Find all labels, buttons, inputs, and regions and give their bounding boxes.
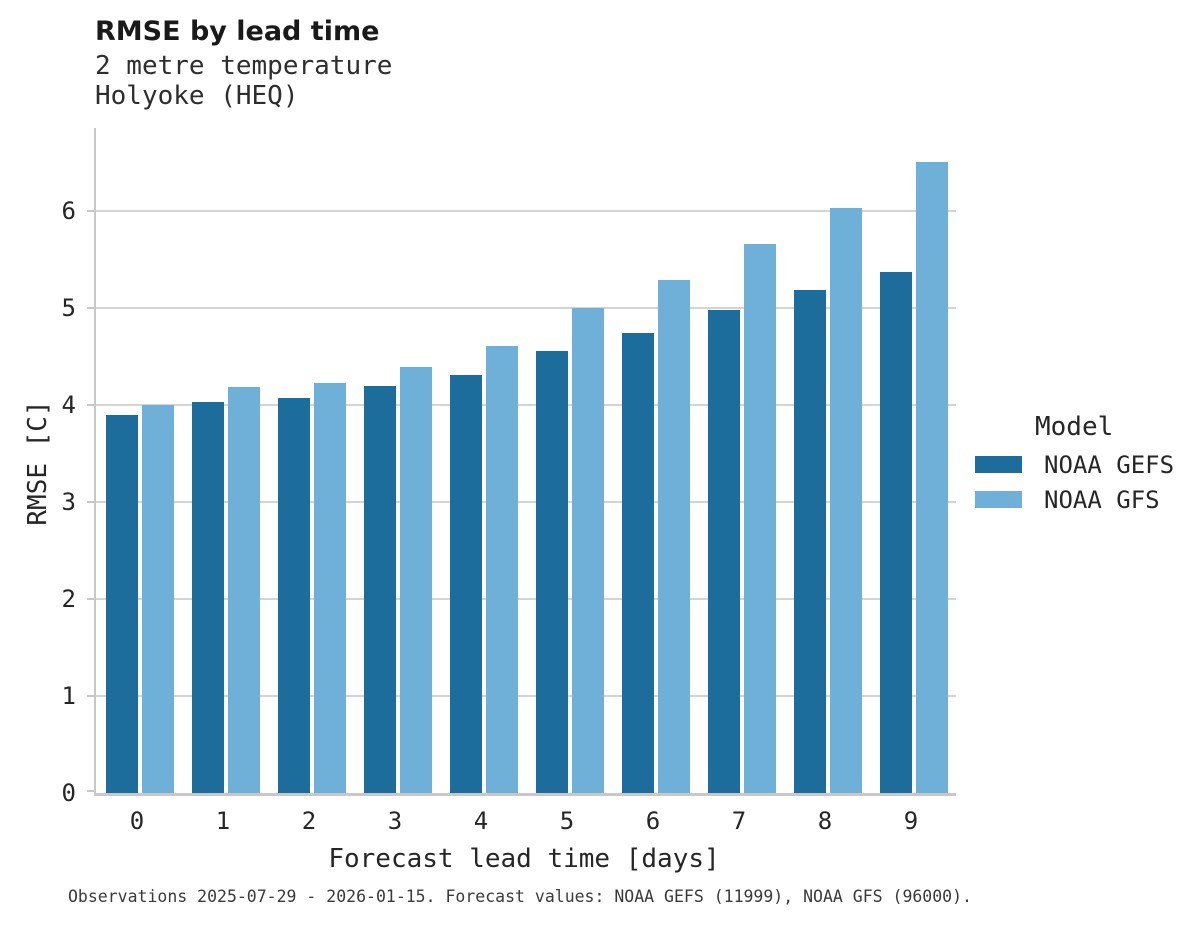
y-tick-label: 5 <box>61 293 76 322</box>
bar-noaa-gfs <box>142 404 174 793</box>
bar-noaa-gfs <box>744 243 776 793</box>
y-tick-label: 3 <box>61 487 76 516</box>
gridline <box>96 500 956 503</box>
x-tick-label: 0 <box>129 807 145 835</box>
plot-area <box>87 128 956 796</box>
x-tick-label: 7 <box>731 807 747 835</box>
bar-noaa-gfs <box>658 280 690 793</box>
legend-swatch <box>975 491 1022 508</box>
page-title: RMSE by lead time <box>95 16 380 47</box>
legend-title: Model <box>1035 412 1114 442</box>
y-tick-label: 6 <box>61 196 76 225</box>
legend-swatch <box>975 456 1022 473</box>
gridline <box>96 403 956 406</box>
bar-noaa-gefs <box>794 290 826 793</box>
legend-item: NOAA GFS <box>975 482 1174 517</box>
bar-noaa-gfs <box>314 383 346 793</box>
chart-subtitle-station: Holyoke (HEQ) <box>95 81 299 111</box>
y-tick-mark <box>87 209 94 212</box>
bar-noaa-gefs <box>192 401 224 793</box>
bar-noaa-gfs <box>400 366 432 793</box>
x-tick-label: 3 <box>387 807 403 835</box>
x-tick-label: 6 <box>645 807 661 835</box>
bar-noaa-gfs <box>228 387 260 793</box>
bar-noaa-gfs <box>916 162 948 793</box>
bar-noaa-gfs <box>486 345 518 793</box>
x-tick-label: 4 <box>473 807 489 835</box>
chart-subtitle-variable: 2 metre temperature <box>95 51 393 81</box>
y-tick-label: 2 <box>61 584 76 613</box>
y-tick-mark <box>87 694 94 697</box>
legend: NOAA GEFS NOAA GFS <box>975 447 1174 517</box>
footer-note: Observations 2025-07-29 - 2026-01-15. Fo… <box>68 887 972 906</box>
legend-item: NOAA GEFS <box>975 447 1174 482</box>
gridline <box>96 597 956 600</box>
bar-noaa-gefs <box>536 351 568 793</box>
y-tick-mark <box>87 597 94 600</box>
x-tick-label: 8 <box>817 807 833 835</box>
gridline <box>96 306 956 309</box>
legend-label: NOAA GEFS <box>1044 450 1175 479</box>
gridline <box>96 209 956 212</box>
x-tick-label: 5 <box>559 807 575 835</box>
y-tick-mark <box>87 403 94 406</box>
x-tick-label: 9 <box>903 807 919 835</box>
y-tick-label: 0 <box>61 779 76 807</box>
x-axis-tick-labels: 0 1 2 3 4 5 6 7 8 9 <box>94 806 954 836</box>
bar-noaa-gefs <box>708 309 740 793</box>
bar-noaa-gefs <box>450 374 482 793</box>
x-axis-title: Forecast lead time [days] <box>328 844 720 874</box>
bar-noaa-gefs <box>106 415 138 793</box>
bar-noaa-gefs <box>622 332 654 793</box>
gridline <box>96 694 956 697</box>
y-tick-label: 4 <box>61 390 76 419</box>
bar-noaa-gfs <box>572 307 604 793</box>
y-tick-label: 1 <box>61 681 76 710</box>
y-axis-tick-labels: 0 1 2 3 4 5 6 <box>0 128 76 807</box>
bar-noaa-gefs <box>364 386 396 793</box>
bar-noaa-gefs <box>278 397 310 793</box>
y-tick-mark <box>87 790 94 792</box>
y-tick-mark <box>87 500 94 503</box>
legend-label: NOAA GFS <box>1044 485 1160 514</box>
x-tick-label: 2 <box>301 807 317 835</box>
y-tick-mark <box>87 306 94 309</box>
bar-noaa-gefs <box>880 271 912 793</box>
bar-noaa-gfs <box>830 207 862 793</box>
x-tick-label: 1 <box>215 807 231 835</box>
